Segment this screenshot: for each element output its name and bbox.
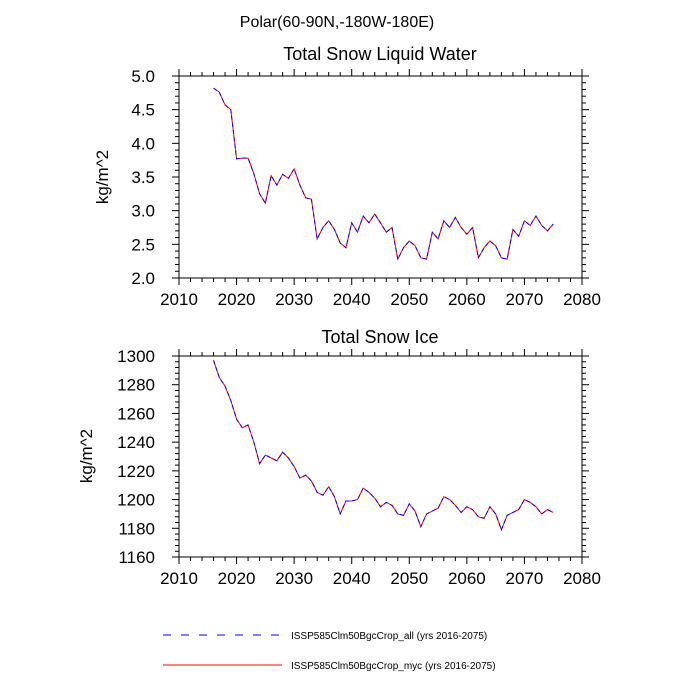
panel2-ticks: 2010 2020 2030 2040 2050 2060 2070 2080 1160 1180… [117, 347, 601, 588]
y-tick-label: 5.0 [131, 67, 155, 86]
x-tick-label: 2070 [506, 569, 544, 588]
y-tick-label: 4.0 [131, 134, 155, 153]
panel1-ylabel: kg/m^2 [93, 150, 112, 204]
panel1-title: Total Snow Liquid Water [283, 44, 476, 64]
series-line-solid [213, 360, 554, 532]
y-tick-label: 1200 [117, 491, 155, 510]
legend: ISSP585Clm50BgcCrop_all (yrs 2016-2075) … [163, 631, 496, 672]
x-tick-label: 2030 [275, 569, 313, 588]
x-tick-label: 2050 [390, 290, 428, 309]
x-tick-label: 2040 [333, 569, 371, 588]
series-line-dashed [213, 87, 554, 261]
y-tick-label: 1300 [117, 347, 155, 366]
panel-snow-liquid-water: Total Snow Liquid Water kg/m^2 2010 2020 2… [93, 44, 601, 309]
x-tick-label: 2030 [275, 290, 313, 309]
panel2-ylabel: kg/m^2 [77, 429, 96, 483]
y-tick-label: 2.5 [131, 235, 155, 254]
y-tick-label: 1240 [117, 433, 155, 452]
x-tick-label: 2060 [448, 290, 486, 309]
series-line-dashed [213, 360, 554, 532]
x-tick-label: 2080 [563, 290, 601, 309]
y-tick-label: 2.0 [131, 269, 155, 288]
panel-snow-ice: Total Snow Ice kg/m^2 2010 2020 2030 2040 20… [77, 327, 601, 588]
panel2-series [213, 360, 554, 532]
panel1-series [213, 87, 554, 261]
y-tick-label: 1260 [117, 404, 155, 423]
legend-label-all: ISSP585Clm50BgcCrop_all (yrs 2016-2075) [291, 631, 487, 642]
y-tick-label: 4.5 [131, 101, 155, 120]
x-tick-label: 2050 [390, 569, 428, 588]
x-tick-label: 2010 [160, 290, 198, 309]
y-tick-label: 3.0 [131, 202, 155, 221]
y-tick-label: 1220 [117, 462, 155, 481]
y-tick-label: 1160 [118, 548, 155, 567]
x-tick-label: 2060 [448, 569, 486, 588]
y-tick-label: 1280 [117, 376, 155, 395]
x-tick-label: 2070 [506, 290, 544, 309]
x-tick-label: 2010 [160, 569, 198, 588]
figure-suptitle: Polar(60-90N,-180W-180E) [240, 14, 434, 31]
x-tick-label: 2020 [218, 290, 256, 309]
x-tick-label: 2020 [218, 569, 256, 588]
panel2-title: Total Snow Ice [321, 327, 438, 347]
y-tick-label: 1180 [118, 519, 155, 538]
panel2-frame [178, 355, 583, 558]
legend-label-myc: ISSP585Clm50BgcCrop_myc (yrs 2016-2075) [291, 661, 496, 672]
panel1-frame [178, 75, 583, 279]
x-tick-label: 2080 [563, 569, 601, 588]
x-tick-label: 2040 [333, 290, 371, 309]
y-tick-label: 3.5 [131, 168, 155, 187]
series-line-solid [213, 87, 554, 261]
panel1-ticks: 2010 2020 2030 2040 2050 2060 2070 2080 2.0 2.5 3.… [131, 67, 601, 309]
